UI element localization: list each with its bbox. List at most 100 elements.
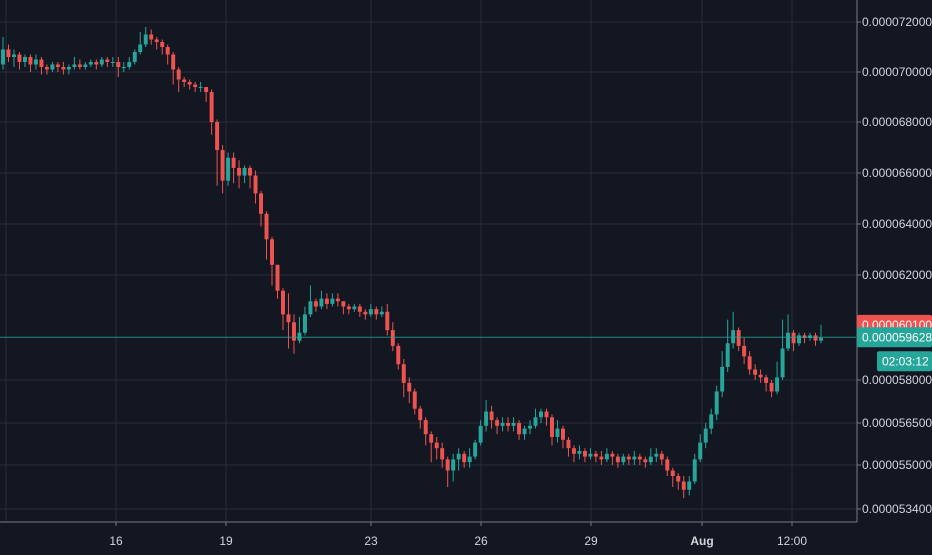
candle bbox=[127, 57, 132, 70]
candle-body bbox=[797, 335, 802, 344]
candle-body bbox=[28, 57, 33, 65]
candle bbox=[253, 170, 258, 204]
candle bbox=[539, 408, 543, 423]
candle bbox=[61, 62, 66, 75]
candle bbox=[802, 332, 807, 344]
candle bbox=[808, 332, 812, 341]
candle bbox=[407, 377, 412, 403]
candle-body bbox=[330, 298, 335, 304]
candle-body bbox=[215, 122, 220, 151]
candle-body bbox=[297, 332, 302, 341]
candle-body bbox=[324, 298, 329, 304]
candle bbox=[44, 64, 49, 75]
candle-body bbox=[368, 309, 373, 315]
candle-body bbox=[473, 442, 478, 457]
candle bbox=[390, 322, 395, 352]
candle-body bbox=[819, 338, 823, 341]
candle bbox=[385, 303, 390, 336]
candle bbox=[374, 306, 379, 320]
candle-body bbox=[99, 59, 104, 65]
candle-body bbox=[154, 39, 159, 42]
candle-body bbox=[599, 456, 604, 460]
candle-body bbox=[253, 175, 258, 194]
current-price-label: 0.000059628 bbox=[862, 330, 932, 344]
candle bbox=[780, 319, 785, 380]
candle bbox=[753, 364, 758, 380]
candle bbox=[248, 165, 253, 189]
candle-body bbox=[50, 64, 55, 70]
price-tick-label: 0.000066000 bbox=[862, 166, 932, 180]
grid bbox=[0, 0, 856, 521]
candle-body bbox=[550, 417, 554, 437]
candle-body bbox=[462, 453, 467, 463]
candle bbox=[648, 448, 653, 465]
candle-body bbox=[116, 62, 121, 67]
candle bbox=[571, 445, 576, 463]
candle-body bbox=[352, 306, 357, 310]
candle-body bbox=[725, 343, 730, 367]
candle bbox=[6, 44, 11, 62]
candle-body bbox=[231, 157, 236, 168]
candle-body bbox=[385, 311, 390, 331]
candle bbox=[138, 32, 143, 55]
candle-body bbox=[703, 428, 708, 443]
candle bbox=[632, 451, 637, 465]
candle bbox=[401, 359, 406, 398]
candle bbox=[626, 453, 631, 465]
price-tick-label: 0.000070000 bbox=[862, 65, 932, 79]
candle bbox=[478, 420, 483, 446]
candle bbox=[215, 119, 220, 186]
candle-body bbox=[434, 442, 439, 449]
candle-body bbox=[758, 374, 763, 378]
time-tick-label: 29 bbox=[584, 534, 598, 548]
candle bbox=[319, 290, 324, 310]
candle-body bbox=[110, 62, 115, 63]
candle-body bbox=[632, 456, 637, 460]
candle bbox=[335, 293, 340, 307]
candle bbox=[709, 408, 714, 435]
candle-body bbox=[670, 470, 675, 476]
candle-body bbox=[418, 408, 423, 421]
time-tick-label: 19 bbox=[219, 534, 233, 548]
candle-body bbox=[440, 448, 445, 460]
candle bbox=[94, 59, 99, 70]
candle bbox=[440, 442, 445, 468]
candle bbox=[17, 52, 22, 70]
candle-body bbox=[566, 439, 571, 449]
candle bbox=[33, 54, 38, 70]
candle-body bbox=[220, 150, 225, 181]
candle-body bbox=[127, 62, 132, 67]
candle bbox=[418, 405, 423, 429]
candle-body bbox=[66, 67, 71, 70]
candle bbox=[171, 52, 176, 85]
candle bbox=[88, 59, 93, 67]
candle bbox=[764, 374, 769, 392]
candle bbox=[714, 385, 719, 421]
candle bbox=[324, 293, 329, 310]
candle-body bbox=[160, 42, 165, 47]
candle bbox=[615, 453, 620, 468]
price-axis[interactable]: 0.000072000 0.000070000 0.000068000 0.00006… bbox=[857, 15, 932, 516]
candle bbox=[346, 303, 351, 315]
candle bbox=[434, 437, 439, 460]
candle bbox=[473, 439, 478, 460]
candle bbox=[566, 437, 571, 457]
countdown-badge-bg bbox=[877, 351, 932, 372]
candle bbox=[297, 317, 302, 344]
candle-body bbox=[753, 369, 758, 375]
candle-body bbox=[209, 92, 214, 122]
candle bbox=[132, 49, 137, 65]
candle-body bbox=[407, 382, 412, 392]
candle-body bbox=[582, 451, 587, 457]
time-axis[interactable]: 16 19 23 26 29 Aug 12:00 bbox=[109, 522, 807, 548]
candle bbox=[231, 152, 236, 184]
candle-body bbox=[648, 456, 653, 463]
candle-body bbox=[665, 459, 670, 471]
candle bbox=[786, 314, 791, 352]
candle-body bbox=[105, 59, 110, 62]
candle bbox=[77, 59, 82, 70]
candle-body bbox=[681, 481, 686, 490]
candle bbox=[621, 453, 626, 465]
